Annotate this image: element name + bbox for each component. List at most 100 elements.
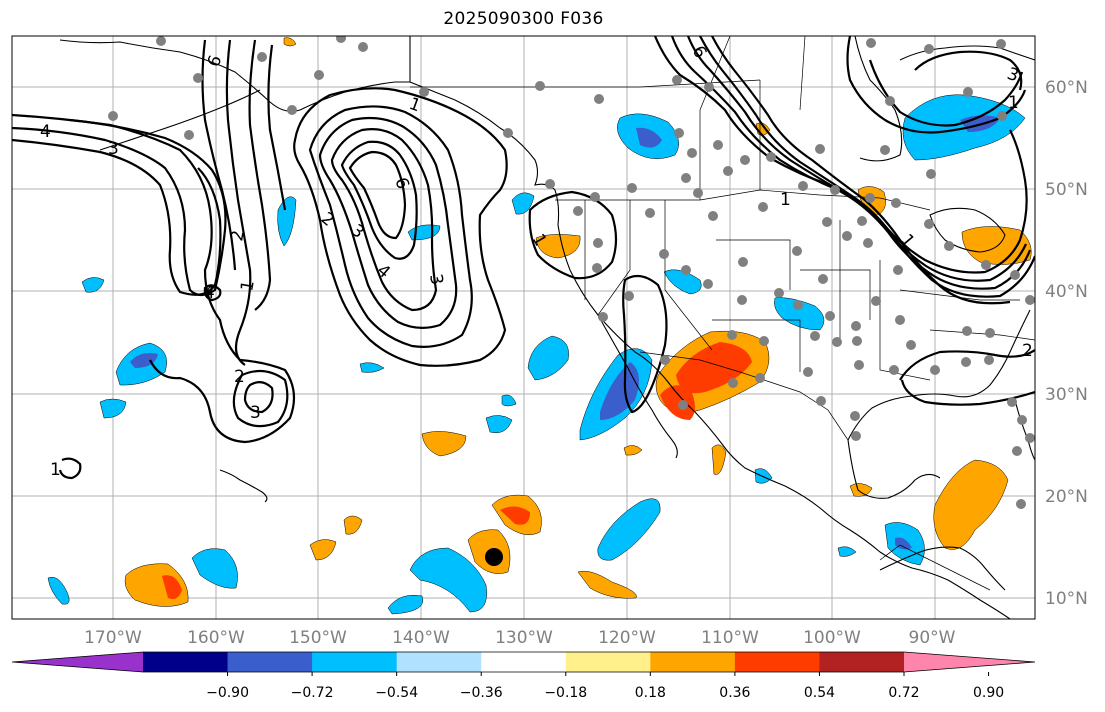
station-marker [687,148,697,158]
station-marker [624,291,634,301]
station-marker [598,312,608,322]
station-marker [592,263,602,273]
contour-label: 1 [50,460,61,480]
latitude-labels: 60°N 50°N 40°N 30°N 20°N 10°N [1045,78,1088,609]
station-markers [108,36,1035,509]
colorbar-outline [11,651,1036,673]
colorbar-tick-label: 0.18 [635,685,666,701]
map-frame [11,35,1036,620]
station-marker [660,355,670,365]
station-marker [850,411,860,421]
map-panel: 6 4 3 2 1 1 4 3 2 1 6 4 3 2 1 3 6 1 3 1 [11,35,1036,620]
lat-label-10n: 10°N [1045,589,1088,609]
station-marker [645,208,655,218]
station-marker [832,337,842,347]
border-state-9 [899,289,1020,301]
lon-label-110w: 110°W [701,628,759,648]
station-marker [851,321,861,331]
lat-label-30n: 30°N [1045,385,1088,405]
lat-label-40n: 40°N [1045,282,1088,302]
station-marker [1010,270,1020,280]
contour-label: 3 [425,272,447,286]
contour-west-small-2 [232,369,289,428]
station-marker [674,128,684,138]
contour-label: 4 [40,122,51,142]
coastline-hawaii [219,469,268,503]
border-us-canada [555,189,931,211]
shade-orange-caribbean [933,459,1009,550]
coastline-great-lakes [929,207,1006,253]
station-marker [857,216,867,226]
station-marker [842,231,852,241]
station-marker [257,52,267,62]
station-marker [1017,415,1027,425]
shade-darkblue-guatemala [895,537,912,550]
station-marker [193,73,203,83]
colorbar-swatch [143,652,229,672]
contour-west-7 [267,44,287,211]
station-marker [766,152,776,162]
station-marker [573,206,583,216]
contours [12,36,1035,480]
political-borders [409,36,1035,591]
shade-blue-small-13 [501,394,517,407]
station-marker [681,265,691,275]
colorbar-tick-label: 0.36 [719,685,750,701]
colorbar-tick-label: 0.72 [888,685,919,701]
shade-blue-small-11 [837,546,857,557]
shade-darkblue-west-pacific [130,353,158,368]
shade-blue-small-8 [485,415,513,433]
shade-blue-plains [774,297,825,331]
contour-label: 1 [237,279,259,293]
station-marker [723,166,733,176]
station-marker [728,378,738,388]
shade-orange-small-2 [577,570,637,599]
shade-red-southwest [676,342,752,394]
shade-orange-small-8 [283,37,297,47]
station-marker [865,193,875,203]
station-marker [798,181,808,191]
storm-center-marker [485,548,503,566]
station-marker [287,105,297,115]
contour-west-small-4 [203,284,222,302]
lon-label-150w: 150°W [289,628,347,648]
contour-low-6 [348,150,407,240]
border-state-8 [879,260,931,381]
contour-low-5 [340,140,418,260]
station-marker [930,365,940,375]
border-state-5 [712,319,801,372]
station-marker [627,183,637,193]
station-marker [962,326,972,336]
border-state-3 [664,200,713,351]
station-marker [419,87,429,97]
coastline-gulf [847,309,1031,441]
contour-low-2 [308,105,473,348]
coastline-baja [597,314,678,459]
contour-label: 1 [780,190,791,210]
border-state-4 [716,239,791,290]
station-marker [759,336,769,346]
shade-blue-small-6 [191,548,238,589]
colorbar-extend-high [904,652,1035,672]
station-marker [713,140,723,150]
shade-orange-oregon [535,234,581,259]
station-marker [659,249,669,259]
colorbar-swatch [734,652,820,672]
coastline-yucatan [847,439,941,499]
station-marker [854,360,864,370]
colorbar-swatch [312,652,398,672]
station-marker [358,42,368,52]
station-marker [996,39,1006,49]
station-marker [704,82,714,92]
contour-label: 3 [250,403,261,423]
station-marker [810,331,820,341]
shade-blue-small-9 [663,269,702,295]
station-marker [108,111,118,121]
station-marker [792,246,802,256]
contour-west-6 [248,39,272,311]
shade-orange-small-4 [343,515,363,535]
station-marker [961,357,971,367]
colorbar-swatch [396,652,482,672]
station-marker [924,219,934,229]
shade-red-west-pacific [162,575,182,599]
